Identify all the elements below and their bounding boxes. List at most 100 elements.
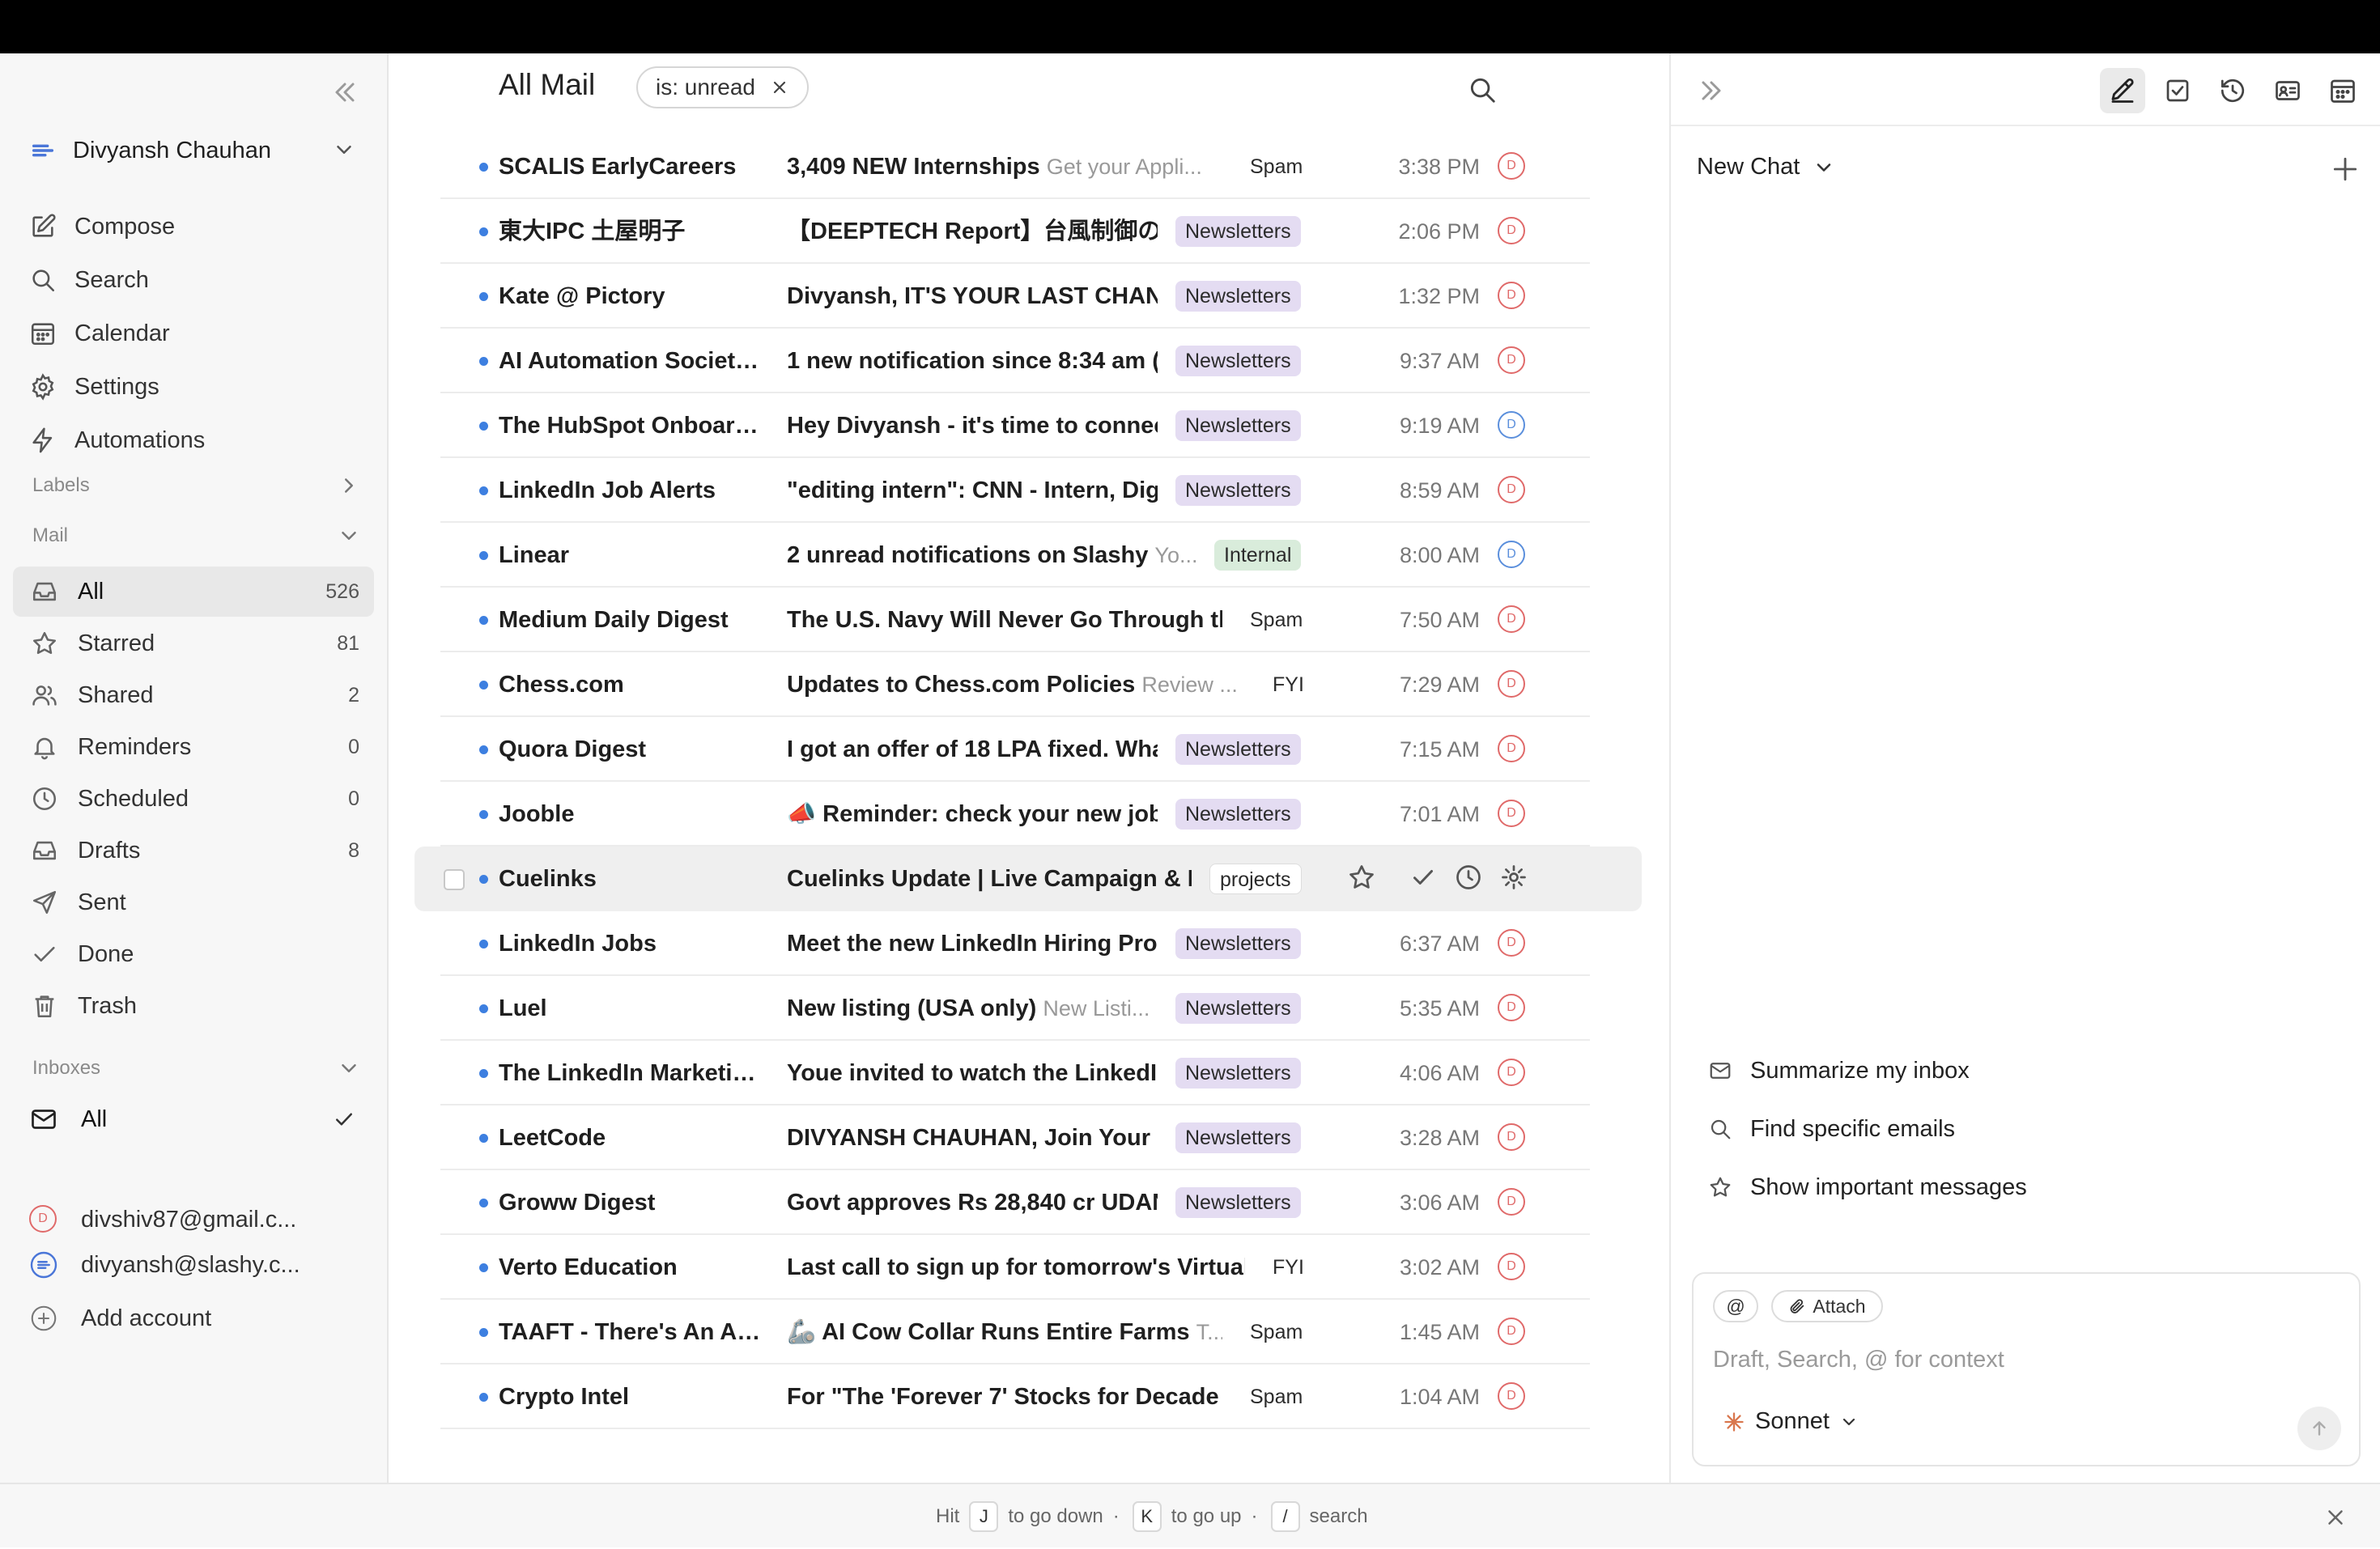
table-row[interactable]: LeetCode DIVYANSH CHAUHAN, Join Your F New… [440, 1106, 1590, 1170]
tasks-tool-button[interactable] [2155, 68, 2200, 113]
clock-icon[interactable] [1454, 863, 1486, 895]
label-tag[interactable]: Newsletters [1175, 1187, 1301, 1218]
nav-search[interactable]: Search [29, 257, 361, 303]
suggestion-important[interactable]: Show important messages [1708, 1167, 2027, 1207]
filter-chip[interactable]: is: unread [636, 66, 809, 108]
contacts-tool-button[interactable] [2265, 68, 2310, 113]
nav-calendar[interactable]: Calendar [29, 311, 361, 356]
nav-compose[interactable]: Compose [29, 204, 361, 249]
email-subject-line: I got an offer of 18 LPA fixed. Wha [787, 717, 1158, 782]
table-row[interactable]: Luel New listing (USA only) New Listi... N… [440, 976, 1590, 1041]
label-tag[interactable]: Newsletters [1175, 346, 1301, 376]
table-row[interactable]: Jooble 📣 Reminder: check your new job o Ne… [440, 782, 1590, 847]
table-row[interactable]: Linear 2 unread notifications on Slashy Y… [440, 523, 1590, 588]
page-title: All Mail [499, 68, 596, 101]
table-row[interactable]: LinkedIn Jobs Meet the new LinkedIn Hirin… [440, 911, 1590, 976]
nav-automations[interactable]: Automations [29, 418, 361, 463]
inbox-gmail[interactable]: D divshiv87@gmail.c... [29, 1198, 361, 1241]
expand-panel-icon[interactable] [1695, 74, 1728, 107]
table-row[interactable]: 東大IPC 土屋明子 【DEEPTECH Report】台風制御の可 Newslet… [440, 199, 1590, 264]
close-icon[interactable] [770, 78, 789, 97]
label-tag[interactable]: Newsletters [1175, 281, 1301, 312]
snooze-icon[interactable] [1499, 863, 1532, 895]
label-tag[interactable]: Spam [1250, 1386, 1303, 1408]
plus-icon [2330, 154, 2361, 185]
label-tag[interactable]: Spam [1250, 1321, 1303, 1343]
table-row[interactable]: SCALIS EarlyCareers 3,409 NEW Internships… [440, 134, 1590, 199]
model-selector[interactable]: Sonnet [1723, 1408, 1859, 1435]
label-tag[interactable]: projects [1209, 864, 1302, 894]
label-tag[interactable]: Newsletters [1175, 475, 1301, 506]
suggestion-find[interactable]: Find specific emails [1708, 1109, 1955, 1149]
mail-folder-label: All [78, 578, 104, 605]
table-row[interactable]: The HubSpot Onboard... Hey Divyansh - it'… [440, 393, 1590, 458]
inbox-slashy[interactable]: divyansh@slashy.c... [29, 1243, 361, 1287]
avatar: D [1498, 605, 1525, 633]
mail-folder-shared[interactable]: Shared 2 [13, 670, 374, 720]
row-checkbox[interactable] [444, 869, 465, 890]
compose-tool-button[interactable] [2100, 68, 2145, 113]
table-row[interactable]: Groww Digest Govt approves Rs 28,840 cr U… [440, 1170, 1590, 1235]
label-tag[interactable]: Newsletters [1175, 993, 1301, 1024]
star-icon[interactable] [1347, 863, 1379, 895]
mention-button[interactable]: @ [1713, 1290, 1758, 1322]
suggestion-summarize[interactable]: Summarize my inbox [1708, 1050, 1970, 1091]
star-icon [1708, 1175, 1732, 1199]
label-tag[interactable]: Newsletters [1175, 216, 1301, 247]
label-tag[interactable]: Internal [1214, 540, 1302, 571]
calendar-tool-button[interactable] [2320, 68, 2365, 113]
mail-section[interactable]: Mail [32, 520, 361, 552]
label-tag[interactable]: Newsletters [1175, 1122, 1301, 1153]
mail-folder-starred[interactable]: Starred 81 [13, 618, 374, 668]
send-button[interactable] [2297, 1407, 2341, 1450]
label-tag[interactable]: Newsletters [1175, 410, 1301, 441]
search-icon [1708, 1117, 1732, 1141]
mail-folder-sent[interactable]: Sent [13, 877, 374, 927]
inbox-all[interactable]: All [29, 1097, 361, 1141]
label-tag[interactable]: Newsletters [1175, 928, 1301, 959]
email-subject: 🦾 AI Cow Collar Runs Entire Farms [787, 1319, 1190, 1345]
add-account-button[interactable]: Add account [29, 1296, 361, 1340]
close-hint-button[interactable] [2323, 1505, 2348, 1530]
collapse-sidebar-icon[interactable] [329, 76, 361, 108]
mail-folder-scheduled[interactable]: Scheduled 0 [13, 774, 374, 824]
table-row[interactable]: Quora Digest I got an offer of 18 LPA fix… [440, 717, 1590, 782]
account-switcher[interactable]: Divyansh Chauhan [29, 129, 361, 172]
inboxes-section[interactable]: Inboxes [32, 1052, 361, 1084]
new-chat-dropdown[interactable]: New Chat [1697, 154, 1835, 180]
attach-button[interactable]: Attach [1771, 1290, 1883, 1322]
history-tool-button[interactable] [2210, 68, 2255, 113]
label-tag[interactable]: Newsletters [1175, 799, 1301, 830]
checkbox-icon [2163, 76, 2192, 105]
mail-folder-reminders[interactable]: Reminders 0 [13, 722, 374, 772]
label-tag[interactable]: Spam [1250, 155, 1303, 178]
new-chat-button[interactable] [2330, 154, 2361, 185]
table-row[interactable]: Kate @ Pictory Divyansh, IT'S YOUR LAST C… [440, 264, 1590, 329]
table-row[interactable]: Medium Daily Digest The U.S. Navy Will Ne… [440, 588, 1590, 652]
table-row[interactable]: LinkedIn Job Alerts "editing intern": CNN… [440, 458, 1590, 523]
label-tag[interactable]: FYI [1273, 1256, 1304, 1279]
suggestion-label: Summarize my inbox [1750, 1057, 1970, 1084]
mail-folder-all[interactable]: All 526 [13, 567, 374, 617]
unread-dot [479, 357, 488, 366]
table-row[interactable]: Chess.com Updates to Chess.com Policies R… [440, 652, 1590, 717]
search-button[interactable] [1467, 74, 1498, 105]
mail-folder-trash[interactable]: Trash [13, 981, 374, 1031]
nav-settings[interactable]: Settings [29, 364, 361, 410]
table-row[interactable]: The LinkedIn Marketin... Youe invited to … [440, 1041, 1590, 1106]
mail-folder-done[interactable]: Done [13, 929, 374, 979]
mail-folder-drafts[interactable]: Drafts 8 [13, 825, 374, 876]
table-row[interactable]: AI Automation Society... 1 new notificati… [440, 329, 1590, 393]
check-icon[interactable] [1409, 863, 1441, 895]
labels-section[interactable]: Labels [32, 469, 361, 502]
label-tag[interactable]: Newsletters [1175, 1058, 1301, 1089]
table-row[interactable]: Verto Education Last call to sign up for … [440, 1235, 1590, 1300]
avatar: D [1498, 929, 1525, 957]
label-tag[interactable]: Spam [1250, 609, 1303, 631]
label-tag[interactable]: Newsletters [1175, 734, 1301, 765]
table-row[interactable]: Crypto Intel For "The 'Forever 7' Stocks … [440, 1364, 1590, 1429]
label-tag[interactable]: FYI [1273, 673, 1304, 696]
table-row[interactable]: TAAFT - There's An AI ... 🦾 AI Cow Collar… [440, 1300, 1590, 1364]
table-row[interactable]: Cuelinks Cuelinks Update | Live Campaign … [414, 847, 1642, 911]
chat-input[interactable]: Draft, Search, @ for context [1713, 1347, 2004, 1373]
